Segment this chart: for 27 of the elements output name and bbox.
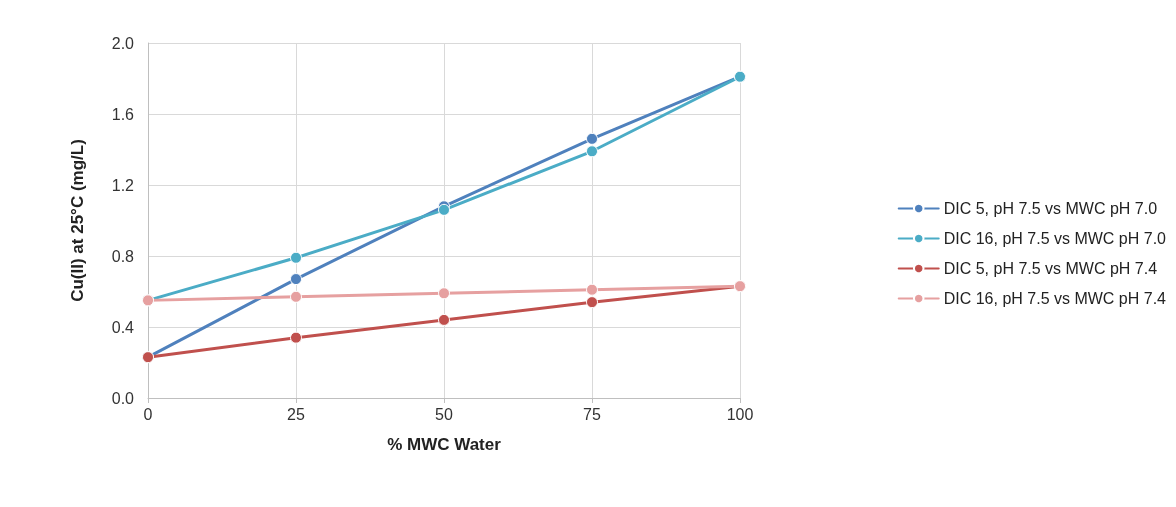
legend-label: DIC 5, pH 7.5 vs MWC pH 7.0 (943, 200, 1158, 217)
y-tick-label: 1.2 (111, 176, 135, 194)
point (586, 296, 598, 309)
x-tick-label: 100 (726, 405, 754, 423)
y-tick-label: 0.0 (111, 389, 135, 407)
y-tick-label: 1.6 (111, 105, 135, 123)
y-tick-label: 2.0 (111, 34, 135, 52)
y-tick-label: 0.8 (111, 247, 135, 265)
point (290, 251, 302, 264)
point (586, 145, 598, 158)
x-tick-label: 0 (143, 405, 153, 423)
x-tick-label: 75 (583, 405, 601, 423)
point (290, 290, 302, 303)
x-tick-label: 25 (287, 405, 305, 423)
point (438, 287, 450, 300)
y-tick-label: 0.4 (111, 318, 135, 336)
x-axis-title: % MWC Water (387, 435, 502, 454)
legend-label: DIC 16, pH 7.5 vs MWC pH 7.4 (943, 290, 1167, 307)
point (290, 273, 302, 286)
y-axis-title: Cu(II) at 25°C (mg/L) (68, 139, 87, 302)
point (586, 132, 598, 145)
legend-label: DIC 16, pH 7.5 vs MWC pH 7.0 (943, 230, 1167, 247)
point (438, 313, 450, 326)
legend-label: DIC 5, pH 7.5 vs MWC pH 7.4 (943, 260, 1158, 277)
point (290, 331, 302, 344)
x-tick-label: 50 (435, 405, 453, 423)
point (586, 283, 598, 296)
